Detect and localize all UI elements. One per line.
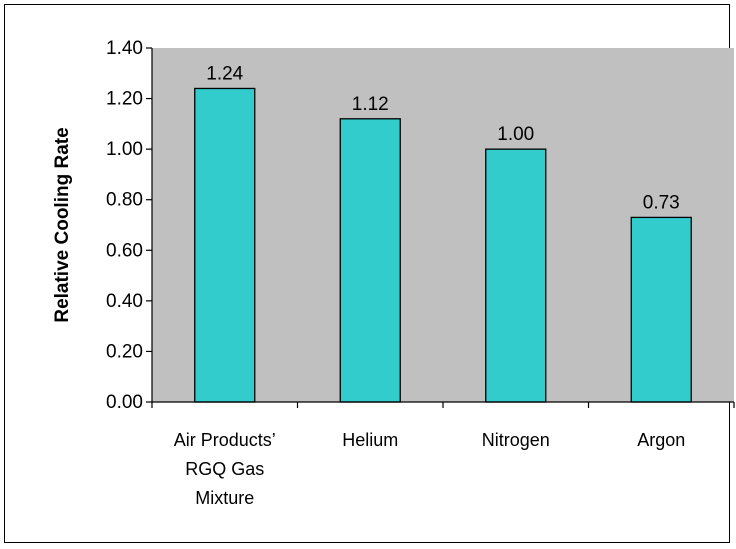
y-tick-label: 1.20 — [106, 89, 143, 110]
bar — [485, 148, 547, 403]
bar — [194, 87, 256, 403]
y-tick-label: 0.60 — [106, 240, 143, 261]
y-tick-label: 0.80 — [106, 190, 143, 211]
y-axis-label: Relative Cooling Rate — [52, 127, 73, 322]
x-tick-label: Mixture — [195, 488, 254, 508]
y-tick-label: 0.00 — [106, 392, 143, 413]
bar — [630, 216, 692, 403]
bar — [339, 118, 401, 403]
x-tick-label: Nitrogen — [482, 430, 550, 450]
y-tick-label: 1.00 — [106, 139, 143, 160]
x-tick-label: RGQ Gas — [185, 459, 264, 479]
y-tick-label: 0.20 — [106, 341, 143, 362]
data-label: 1.12 — [352, 94, 389, 115]
x-tick-label: Air Products’ — [174, 430, 276, 450]
data-label: 1.24 — [206, 63, 243, 84]
x-tick-label: Helium — [342, 430, 398, 450]
y-tick-label: 1.40 — [106, 38, 143, 59]
y-tick-label: 0.40 — [106, 291, 143, 312]
x-tick-label: Argon — [637, 430, 685, 450]
data-label: 0.73 — [643, 192, 680, 213]
data-label: 1.00 — [497, 124, 534, 145]
